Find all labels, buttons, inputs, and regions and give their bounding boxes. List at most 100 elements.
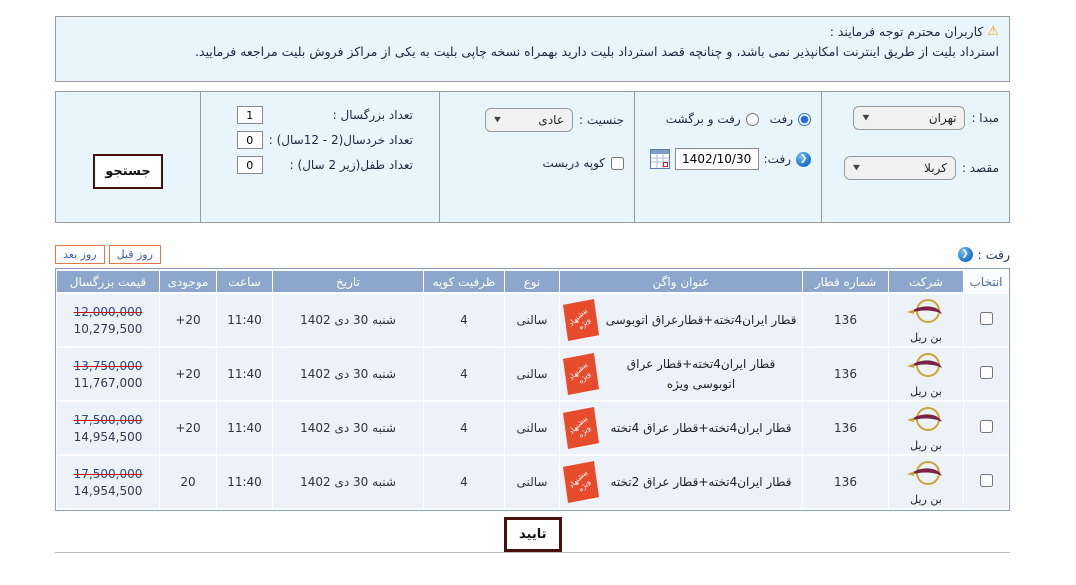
col-company: شرکت: [889, 271, 963, 292]
previous-day-button[interactable]: روز قبل: [108, 244, 161, 264]
company-cell: بن ریل: [889, 348, 963, 400]
route-section: مبدا : تهران ▼ مقصد : کربلا ▼: [821, 92, 1009, 222]
depart-date-input[interactable]: [674, 148, 759, 170]
train-number: 136: [803, 294, 888, 346]
current-price: 11,767,000: [73, 375, 143, 390]
row-select-checkbox[interactable]: [979, 312, 993, 325]
wagon-type: سالنی: [505, 294, 559, 346]
price-cell: 17,500,000 14,954,500: [57, 402, 159, 454]
row-select-checkbox[interactable]: [979, 366, 993, 379]
chevron-down-icon: ▼: [862, 114, 870, 122]
bonrail-logo-icon: [907, 298, 942, 323]
wagon-type: سالنی: [505, 402, 559, 454]
confirm-button[interactable]: تایید: [504, 517, 562, 552]
origin-label: مبدا :: [971, 111, 999, 125]
price-cell: 17,500,000 14,954,500: [57, 456, 159, 508]
company-cell: بن ریل: [889, 456, 963, 508]
coupe-capacity: 4: [424, 294, 504, 346]
wagon-title: قطار ایران4تخته+قطار عراق اتوبوسی ویژه: [626, 356, 776, 391]
departure-date: شنبه 30 دی 1402: [273, 348, 423, 400]
origin-select[interactable]: تهران ▼: [853, 106, 966, 130]
train-number: 136: [803, 456, 888, 508]
bonrail-logo-icon: [907, 406, 942, 431]
oneway-label: رفت: [769, 112, 793, 126]
wagon-type: سالنی: [505, 456, 559, 508]
bonrail-logo-icon: [905, 460, 947, 493]
select-cell: [964, 294, 1008, 346]
train-number: 136: [803, 348, 888, 400]
arrow-left-circle-icon: ❮: [957, 246, 973, 262]
results-table: انتخاب شرکت شماره قطار عنوان واگن نوع ظر…: [55, 268, 1010, 511]
bonrail-logo-icon: [905, 406, 947, 439]
table-row: بن ریل 136 پیشنهاد ویژه قطار ایران4تخته+قطار…: [57, 456, 1008, 508]
children-label: تعداد خردسال(2 - 12سال) :: [268, 133, 413, 147]
table-body: بن ریل 136 پیشنهاد ویژه قطار ایران4تخته+قطار…: [57, 294, 1008, 508]
availability: +20: [160, 294, 216, 346]
destination-label: مقصد :: [961, 161, 999, 175]
adults-label: تعداد بزرگسال :: [332, 108, 413, 122]
current-price: 14,954,500: [73, 483, 143, 498]
departure-time: 11:40: [217, 402, 272, 454]
infants-input[interactable]: [236, 156, 263, 174]
wagon-cell: پیشنهاد ویژه قطار ایران4تخته+قطار عراق 4تخ…: [560, 402, 802, 454]
arrow-left-circle-icon: ❮: [796, 151, 811, 167]
col-time: ساعت: [217, 271, 272, 292]
wagon-cell: پیشنهاد ویژه قطار ایران4تخته+قطارعراق اتوب…: [560, 294, 802, 346]
coupe-capacity: 4: [424, 402, 504, 454]
adults-input[interactable]: [236, 106, 263, 124]
price-cell: 13,750,000 11,767,000: [57, 348, 159, 400]
table-header-row: انتخاب شرکت شماره قطار عنوان واگن نوع ظر…: [57, 271, 1008, 292]
coupe-capacity: 4: [424, 456, 504, 508]
results-bar: رفت : ❮ روز قبل روز بعد: [55, 243, 1010, 265]
bonrail-logo-icon: [907, 352, 942, 377]
gender-select[interactable]: عادی ▼: [484, 108, 573, 132]
col-date: تاریخ: [273, 271, 423, 292]
special-offer-badge-icon: پیشنهاد ویژه: [563, 299, 599, 341]
col-availability: موجودی: [160, 271, 216, 292]
special-offer-badge-icon: پیشنهاد ویژه: [563, 461, 599, 503]
origin-value: تهران: [928, 111, 957, 125]
calendar-icon[interactable]: [649, 149, 670, 169]
depart-date-label: رفت:: [763, 152, 791, 166]
table-row: بن ریل 136 پیشنهاد ویژه قطار ایران4تخته+قطار…: [57, 294, 1008, 346]
company-cell: بن ریل: [889, 402, 963, 454]
col-select: انتخاب: [964, 271, 1008, 292]
table-row: بن ریل 136 پیشنهاد ویژه قطار ایران4تخته+قطار…: [57, 348, 1008, 400]
trip-type-section: رفت رفت و برگشت ❮ رفت:: [634, 92, 821, 222]
destination-select[interactable]: کربلا ▼: [843, 156, 956, 180]
gender-section: جنسیت : عادی ▼ کوپه دربست: [439, 92, 634, 222]
wagon-cell: پیشنهاد ویژه قطار ایران4تخته+قطار عراق اتو…: [560, 348, 802, 400]
old-price: 13,750,000: [73, 358, 143, 373]
oneway-radio[interactable]: [798, 112, 811, 126]
page-content: ⚠ کاربران محترم توجه فرمایند : استرداد ب…: [55, 16, 1010, 563]
private-coupe-checkbox[interactable]: [611, 156, 624, 170]
train-number: 136: [803, 402, 888, 454]
departure-time: 11:40: [217, 456, 272, 508]
current-price: 14,954,500: [73, 429, 143, 444]
gender-value: عادی: [538, 113, 564, 127]
wagon-cell: پیشنهاد ویژه قطار ایران4تخته+قطار عراق 2تخ…: [560, 456, 802, 508]
next-day-button[interactable]: روز بعد: [55, 244, 105, 264]
old-price: 17,500,000: [73, 466, 143, 481]
bonrail-logo-icon: [905, 298, 947, 331]
chevron-down-icon: ▼: [493, 116, 501, 124]
col-adult-price: قیمت بزرگسال: [57, 271, 159, 292]
chevron-down-icon: ▼: [852, 164, 860, 172]
wagon-title: قطار ایران4تخته+قطارعراق اتوبوسی: [605, 312, 797, 327]
gender-label: جنسیت :: [578, 113, 624, 127]
roundtrip-radio[interactable]: [745, 112, 759, 126]
company-name: بن ریل: [910, 492, 942, 506]
bonrail-logo-icon: [907, 460, 942, 485]
search-button[interactable]: جستجو: [93, 153, 163, 189]
children-input[interactable]: [236, 131, 263, 149]
select-cell: [964, 402, 1008, 454]
departure-time: 11:40: [217, 294, 272, 346]
row-select-checkbox[interactable]: [979, 420, 993, 433]
wagon-type: سالنی: [505, 348, 559, 400]
old-price: 12,000,000: [73, 304, 143, 319]
row-select-checkbox[interactable]: [979, 474, 993, 487]
col-coupe-capacity: ظرفیت کوپه: [424, 271, 504, 292]
confirm-area: تایید: [55, 517, 1010, 563]
departure-date: شنبه 30 دی 1402: [273, 402, 423, 454]
select-cell: [964, 348, 1008, 400]
